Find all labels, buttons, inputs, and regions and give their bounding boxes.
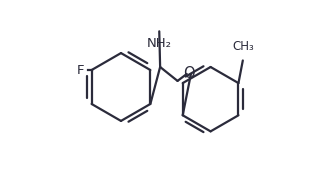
Text: NH₂: NH₂: [147, 37, 172, 50]
Text: O: O: [183, 66, 195, 81]
Text: F: F: [76, 64, 84, 77]
Text: CH₃: CH₃: [232, 40, 254, 53]
